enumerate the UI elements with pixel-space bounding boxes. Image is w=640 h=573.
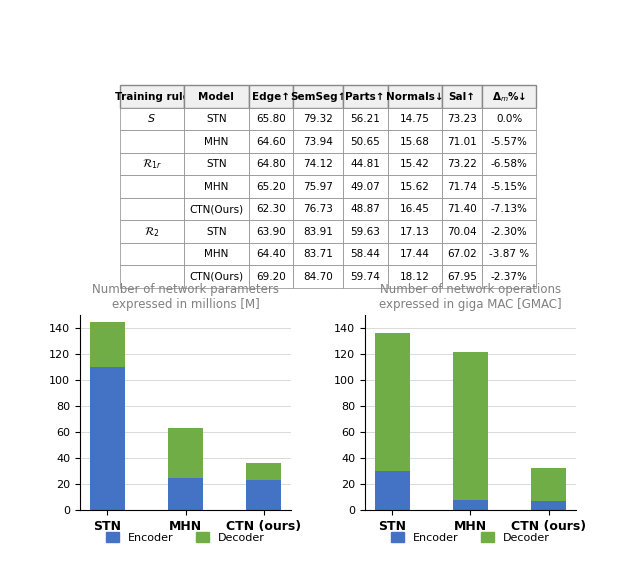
Bar xyxy=(90,367,125,510)
Title: Number of network parameters
expressed in millions [M]: Number of network parameters expressed i… xyxy=(92,283,279,311)
Bar xyxy=(531,501,566,510)
Title: Number of network operations
expressed in giga MAC [GMAC]: Number of network operations expressed i… xyxy=(379,283,562,311)
Bar xyxy=(453,500,488,510)
Bar xyxy=(246,480,282,510)
Bar xyxy=(453,352,488,500)
Bar xyxy=(246,463,282,480)
Bar xyxy=(374,471,410,510)
Legend: Encoder, Decoder: Encoder, Decoder xyxy=(102,528,269,547)
Bar xyxy=(168,428,203,477)
Bar xyxy=(168,477,203,510)
Bar xyxy=(90,321,125,367)
Bar xyxy=(374,333,410,471)
Bar xyxy=(531,469,566,501)
Legend: Encoder, Decoder: Encoder, Decoder xyxy=(387,528,554,547)
